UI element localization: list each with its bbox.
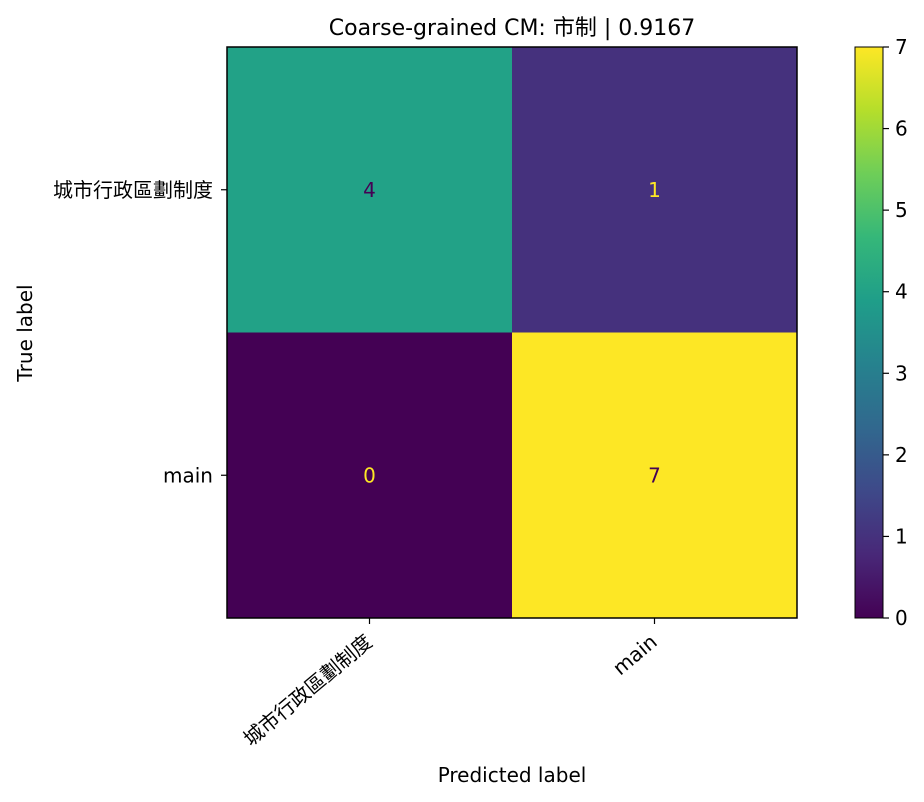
colorbar-tick-label: 7 — [895, 35, 908, 59]
colorbar-ticks: 0 1 2 3 4 5 6 7 — [883, 35, 908, 630]
x-axis-label: Predicted label — [438, 763, 587, 787]
colorbar-tick-label: 0 — [895, 606, 908, 630]
y-axis-label: True label — [13, 284, 37, 382]
x-axis-ticks: 城市行政區劃制度 main — [239, 618, 662, 751]
matrix-cells: 4 1 0 7 — [227, 47, 798, 619]
x-tick-label: main — [608, 629, 662, 680]
colorbar-tick-label: 5 — [895, 198, 908, 222]
y-tick-label: 城市行政區劃制度 — [53, 178, 213, 202]
x-tick-label: 城市行政區劃制度 — [239, 629, 377, 750]
matrix-cell — [512, 47, 798, 333]
colorbar-tick-label: 4 — [895, 280, 908, 304]
colorbar-tick-label: 3 — [895, 361, 908, 385]
y-axis-ticks: 城市行政區劃制度 main — [53, 178, 227, 487]
chart-title: Coarse-grained CM: 市制 | 0.9167 — [329, 16, 695, 41]
plot-frame — [226, 46, 798, 619]
matrix-cell — [512, 332, 798, 619]
matrix-cell — [227, 47, 513, 333]
cell-value-label: 4 — [363, 178, 376, 202]
matrix-cell — [227, 332, 513, 619]
colorbar-tick-label: 1 — [895, 524, 908, 548]
colorbar-tick-label: 2 — [895, 443, 908, 467]
colorbar — [854, 46, 884, 619]
cell-value-label: 0 — [363, 463, 376, 487]
y-tick-label: main — [163, 463, 213, 487]
cell-value-label: 7 — [648, 463, 661, 487]
cell-value-label: 1 — [648, 178, 661, 202]
colorbar-tick-label: 6 — [895, 117, 908, 141]
